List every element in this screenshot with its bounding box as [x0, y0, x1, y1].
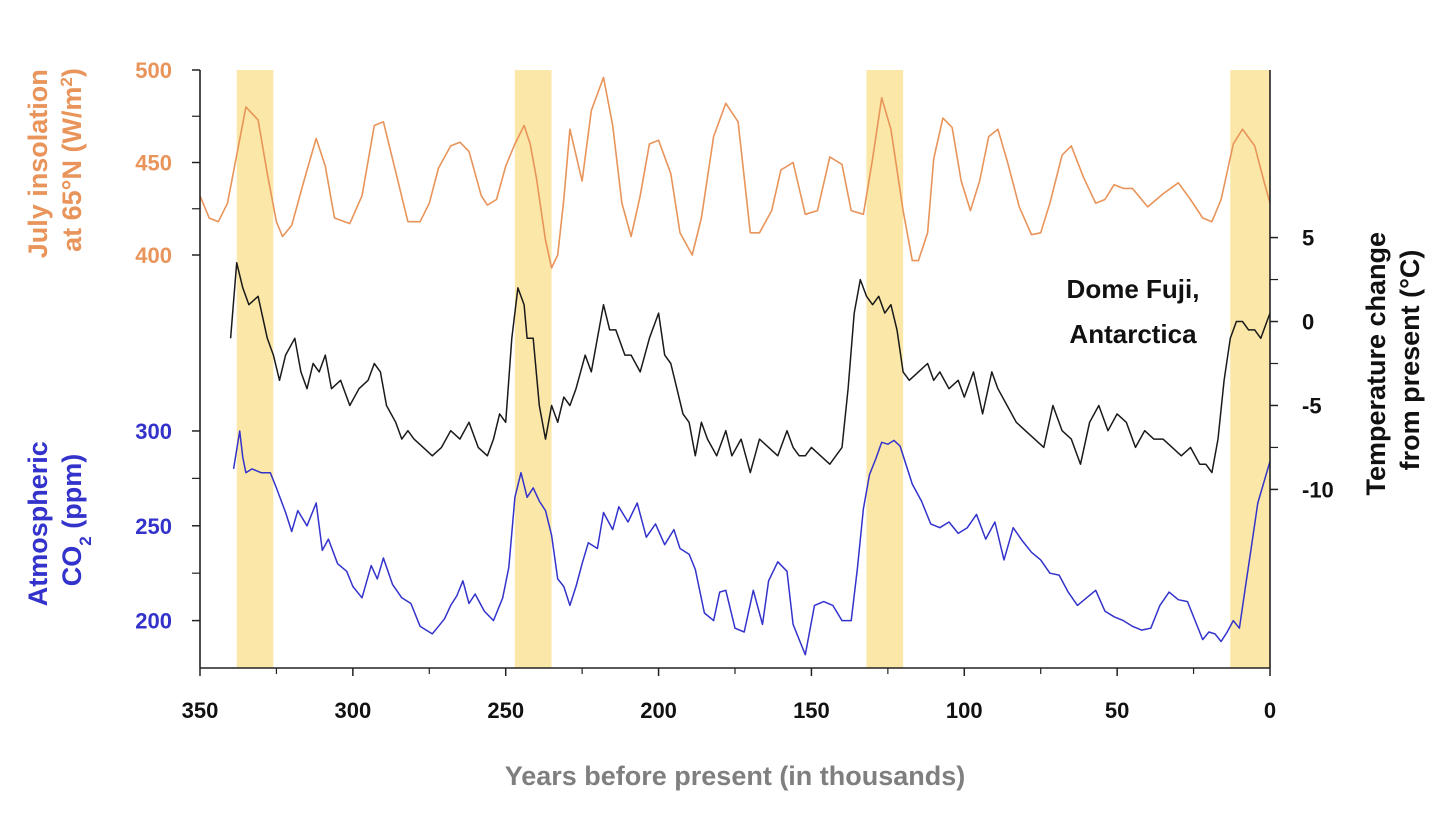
co2-ytick-label: 200	[135, 609, 172, 634]
temperature-axis-title: Temperature change from present (°C)	[1361, 224, 1425, 495]
x-tick-label: 200	[640, 698, 677, 723]
x-tick-label: 250	[487, 698, 524, 723]
interglacial-bands	[236, 70, 1270, 668]
temperature-ytick-label: 5	[1302, 226, 1314, 251]
interglacial-band	[236, 70, 274, 668]
temperature-ytick-label: -5	[1302, 393, 1322, 418]
temperature-ytick-label: 0	[1302, 310, 1314, 335]
interglacial-band	[514, 70, 552, 668]
temperature-ytick-label: -10	[1302, 477, 1334, 502]
annotation-line2: Antarctica	[1069, 319, 1197, 349]
insolation-axis-title-line1: July insolation	[23, 69, 53, 258]
temperature-axis-title-line2: from present (°C)	[1395, 250, 1425, 471]
co2-axis-title: Atmospheric CO2 (ppm)	[23, 434, 95, 607]
x-tick-label: 100	[946, 698, 983, 723]
x-tick-label: 350	[182, 698, 219, 723]
interglacial-band	[1230, 70, 1270, 668]
insolation-ytick-label: 500	[135, 58, 172, 83]
insolation-axis-title: July insolation at 65°N (W/m2)	[23, 62, 87, 259]
x-tick-label: 150	[793, 698, 830, 723]
x-tick-label: 50	[1105, 698, 1129, 723]
insolation-ytick-label: 400	[135, 243, 172, 268]
co2-ytick-label: 300	[135, 419, 172, 444]
co2-axis-title-line1: Atmospheric	[23, 441, 53, 606]
annotation-line1: Dome Fuji,	[1067, 274, 1200, 304]
x-tick-label: 300	[334, 698, 371, 723]
x-axis-title: Years before present (in thousands)	[505, 761, 966, 791]
insolation-axis-title-line2: at 65°N (W/m2)	[57, 68, 88, 252]
co2-line	[232, 430, 1271, 656]
insolation-line	[199, 76, 1271, 269]
co2-ytick-label: 250	[135, 514, 172, 539]
insolation-ytick-label: 450	[135, 151, 172, 176]
x-tick-label: 0	[1264, 698, 1276, 723]
temperature-axis-title-line1: Temperature change	[1361, 232, 1391, 496]
co2-axis-title-line2: CO2 (ppm)	[57, 454, 95, 586]
temperature-line	[229, 262, 1271, 474]
series-lines	[199, 76, 1271, 656]
